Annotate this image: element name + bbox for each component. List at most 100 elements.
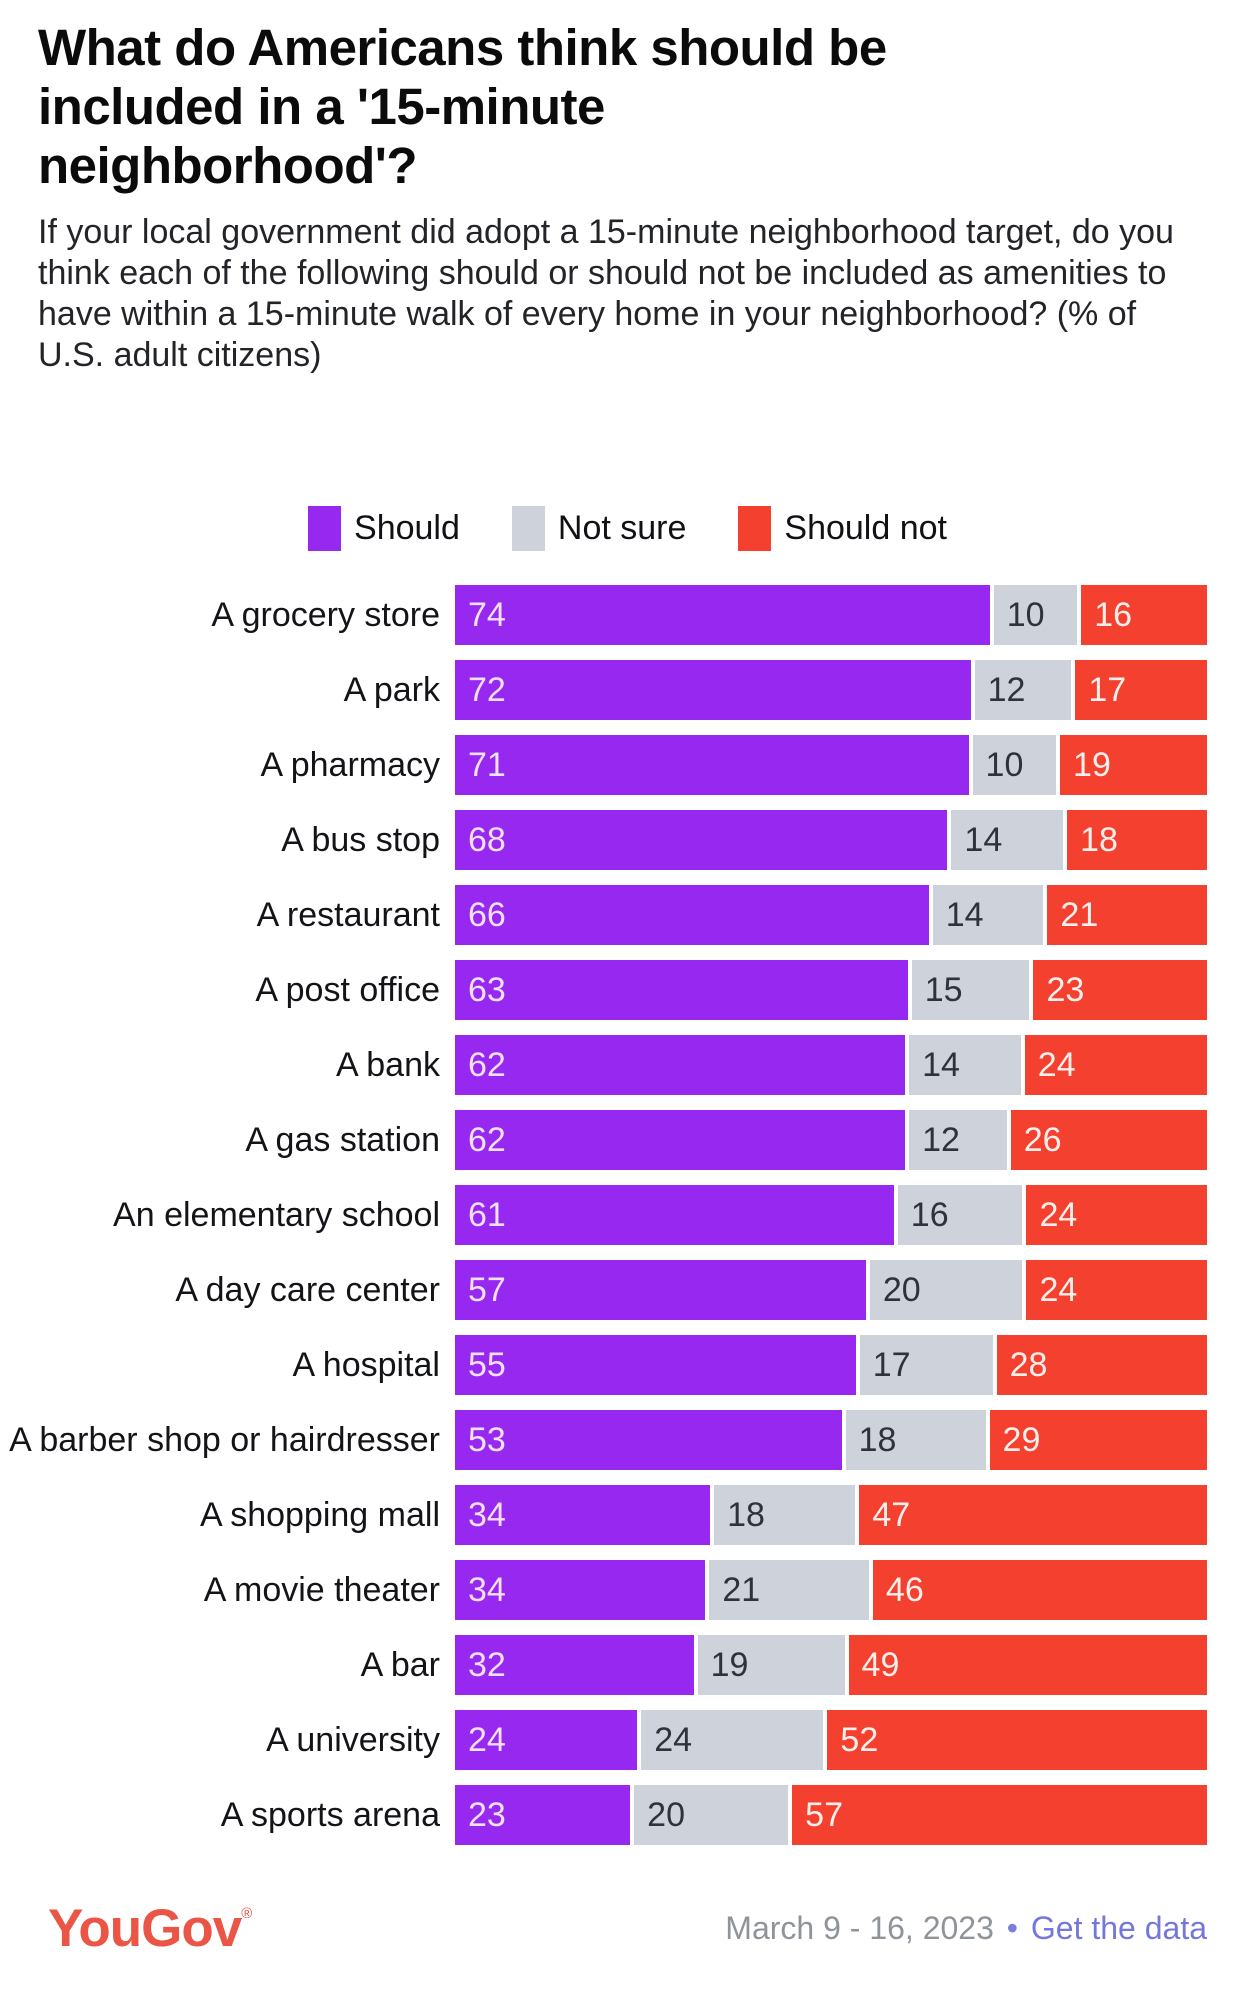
- yougov-logo-text: YouGov: [48, 1899, 242, 1958]
- bar-segment-should-not: 24: [1026, 1185, 1208, 1245]
- bar-segment-should: 62: [455, 1110, 906, 1170]
- bar-segment-not-sure: 14: [932, 885, 1044, 945]
- bar-segment-should: 24: [455, 1710, 638, 1770]
- bar-segment-not-sure: 20: [869, 1260, 1023, 1320]
- bullet-separator-icon: •: [1006, 1909, 1018, 1946]
- bar-segment-not-sure: 10: [993, 585, 1078, 645]
- bar-segment-should: 68: [455, 810, 948, 870]
- bar-segment-should: 23: [455, 1785, 631, 1845]
- bar-segment-not-sure: 18: [714, 1485, 856, 1545]
- stacked-bar: 66 14 21: [455, 885, 1207, 945]
- stacked-bar: 53 18 29: [455, 1410, 1207, 1470]
- bar-segment-should: 72: [455, 660, 971, 720]
- survey-question-subtitle: If your local government did adopt a 15-…: [38, 213, 1174, 374]
- bar-segment-not-sure: 19: [697, 1635, 845, 1695]
- title-line-3: neighborhood'?: [38, 137, 418, 194]
- bar-segment-should-not: 19: [1060, 735, 1207, 795]
- bar-segment-should: 63: [455, 960, 908, 1020]
- bar-segment-should-not: 24: [1024, 1035, 1207, 1095]
- legend-label-should-not: Should not: [784, 509, 947, 547]
- bar-segment-not-sure: 12: [909, 1110, 1007, 1170]
- title-line-1: What do Americans think should be: [38, 19, 887, 76]
- bar-segment-should-not: 52: [827, 1710, 1207, 1770]
- stacked-bar: 34 21 46: [455, 1560, 1207, 1620]
- bar-segment-should-not: 18: [1067, 810, 1208, 870]
- bar-segment-should: 32: [455, 1635, 694, 1695]
- bar-segment-should: 34: [455, 1485, 711, 1545]
- category-label: A day care center: [175, 1271, 440, 1309]
- should-swatch-icon: [308, 506, 342, 551]
- bar-segment-should: 71: [455, 735, 969, 795]
- bar-segment-should-not: 24: [1026, 1260, 1208, 1320]
- legend-item-should: Should: [308, 506, 460, 551]
- bar-segment-should-not: 29: [989, 1410, 1207, 1470]
- bar-segment-should-not: 17: [1075, 660, 1207, 720]
- stacked-bar: 24 24 52: [455, 1710, 1207, 1770]
- bar-segment-should: 62: [455, 1035, 906, 1095]
- bar-segment-should-not: 49: [848, 1635, 1207, 1695]
- category-label: An elementary school: [113, 1196, 440, 1234]
- bar-segment-not-sure: 10: [972, 735, 1057, 795]
- bar-segment-not-sure: 15: [911, 960, 1030, 1020]
- stacked-bar: 63 15 23: [455, 960, 1207, 1020]
- stacked-bar: 68 14 18: [455, 810, 1208, 870]
- stacked-bar: 71 10 19: [455, 735, 1207, 795]
- category-label: A bank: [336, 1046, 440, 1084]
- stacked-bar: 57 20 24: [455, 1260, 1208, 1320]
- bar-segment-should-not: 47: [859, 1485, 1208, 1545]
- legend-label-not-sure: Not sure: [557, 509, 687, 547]
- category-label: A bus stop: [281, 821, 440, 859]
- bar-segment-not-sure: 12: [974, 660, 1072, 720]
- stacked-bar: 62 12 26: [455, 1110, 1207, 1170]
- bar-segment-not-sure: 24: [641, 1710, 824, 1770]
- bar-segment-should: 55: [455, 1335, 856, 1395]
- get-the-data-link[interactable]: Get the data: [1030, 1909, 1207, 1946]
- bar-segment-not-sure: 14: [951, 810, 1064, 870]
- bar-segment-should-not: 26: [1010, 1110, 1207, 1170]
- stacked-bar: 74 10 16: [455, 585, 1207, 645]
- survey-date-range: March 9 - 16, 2023: [725, 1909, 994, 1946]
- chart-rows: A grocery store 74 10 16 A park 72 12 17…: [0, 585, 1208, 1845]
- bar-segment-not-sure: 18: [845, 1410, 986, 1470]
- category-label: A gas station: [245, 1121, 440, 1159]
- footer: YouGov® March 9 - 16, 2023 • Get the dat…: [48, 1902, 1207, 1955]
- stacked-bar: 62 14 24: [455, 1035, 1207, 1095]
- stacked-bar: 72 12 17: [455, 660, 1207, 720]
- page-title: What do Americans think should be includ…: [38, 18, 1215, 195]
- bar-segment-should: 57: [455, 1260, 866, 1320]
- category-label: A grocery store: [211, 596, 440, 634]
- footer-meta: March 9 - 16, 2023 • Get the data: [725, 1909, 1207, 1955]
- stacked-bar: 55 17 28: [455, 1335, 1207, 1395]
- bar-segment-not-sure: 16: [897, 1185, 1023, 1245]
- stacked-bar: 32 19 49: [455, 1635, 1207, 1695]
- legend-item-should-not: Should not: [738, 506, 947, 551]
- bar-segment-not-sure: 17: [859, 1335, 993, 1395]
- bar-segment-should-not: 16: [1081, 585, 1207, 645]
- category-label: A bar: [360, 1646, 440, 1684]
- bar-segment-not-sure: 14: [909, 1035, 1021, 1095]
- bar-segment-should: 53: [455, 1410, 842, 1470]
- yougov-logo: YouGov®: [48, 1899, 252, 1958]
- bar-segment-should-not: 23: [1033, 960, 1207, 1020]
- category-label: A pharmacy: [260, 746, 440, 784]
- category-label: A hospital: [292, 1346, 440, 1384]
- bar-segment-should: 34: [455, 1560, 706, 1620]
- stacked-bar: 61 16 24: [455, 1185, 1208, 1245]
- bar-segment-should-not: 57: [792, 1785, 1207, 1845]
- stacked-bar: 23 20 57: [455, 1785, 1207, 1845]
- category-label: A barber shop or hairdresser: [9, 1421, 440, 1459]
- chart-legend: Should Not sure Should not: [0, 506, 1255, 551]
- category-label: A sports arena: [220, 1796, 440, 1834]
- bar-segment-should-not: 28: [996, 1335, 1207, 1395]
- bar-segment-should-not: 46: [872, 1560, 1207, 1620]
- bar-segment-should: 61: [455, 1185, 894, 1245]
- bar-segment-should: 74: [455, 585, 990, 645]
- category-label: A post office: [255, 971, 440, 1009]
- title-line-2: included in a '15-minute: [38, 78, 605, 135]
- category-label: A park: [343, 671, 440, 709]
- registered-trademark-icon: ®: [241, 1905, 252, 1922]
- category-label: A movie theater: [203, 1571, 440, 1609]
- category-label: A shopping mall: [199, 1496, 440, 1534]
- bar-segment-not-sure: 20: [634, 1785, 789, 1845]
- category-label: A restaurant: [256, 896, 440, 934]
